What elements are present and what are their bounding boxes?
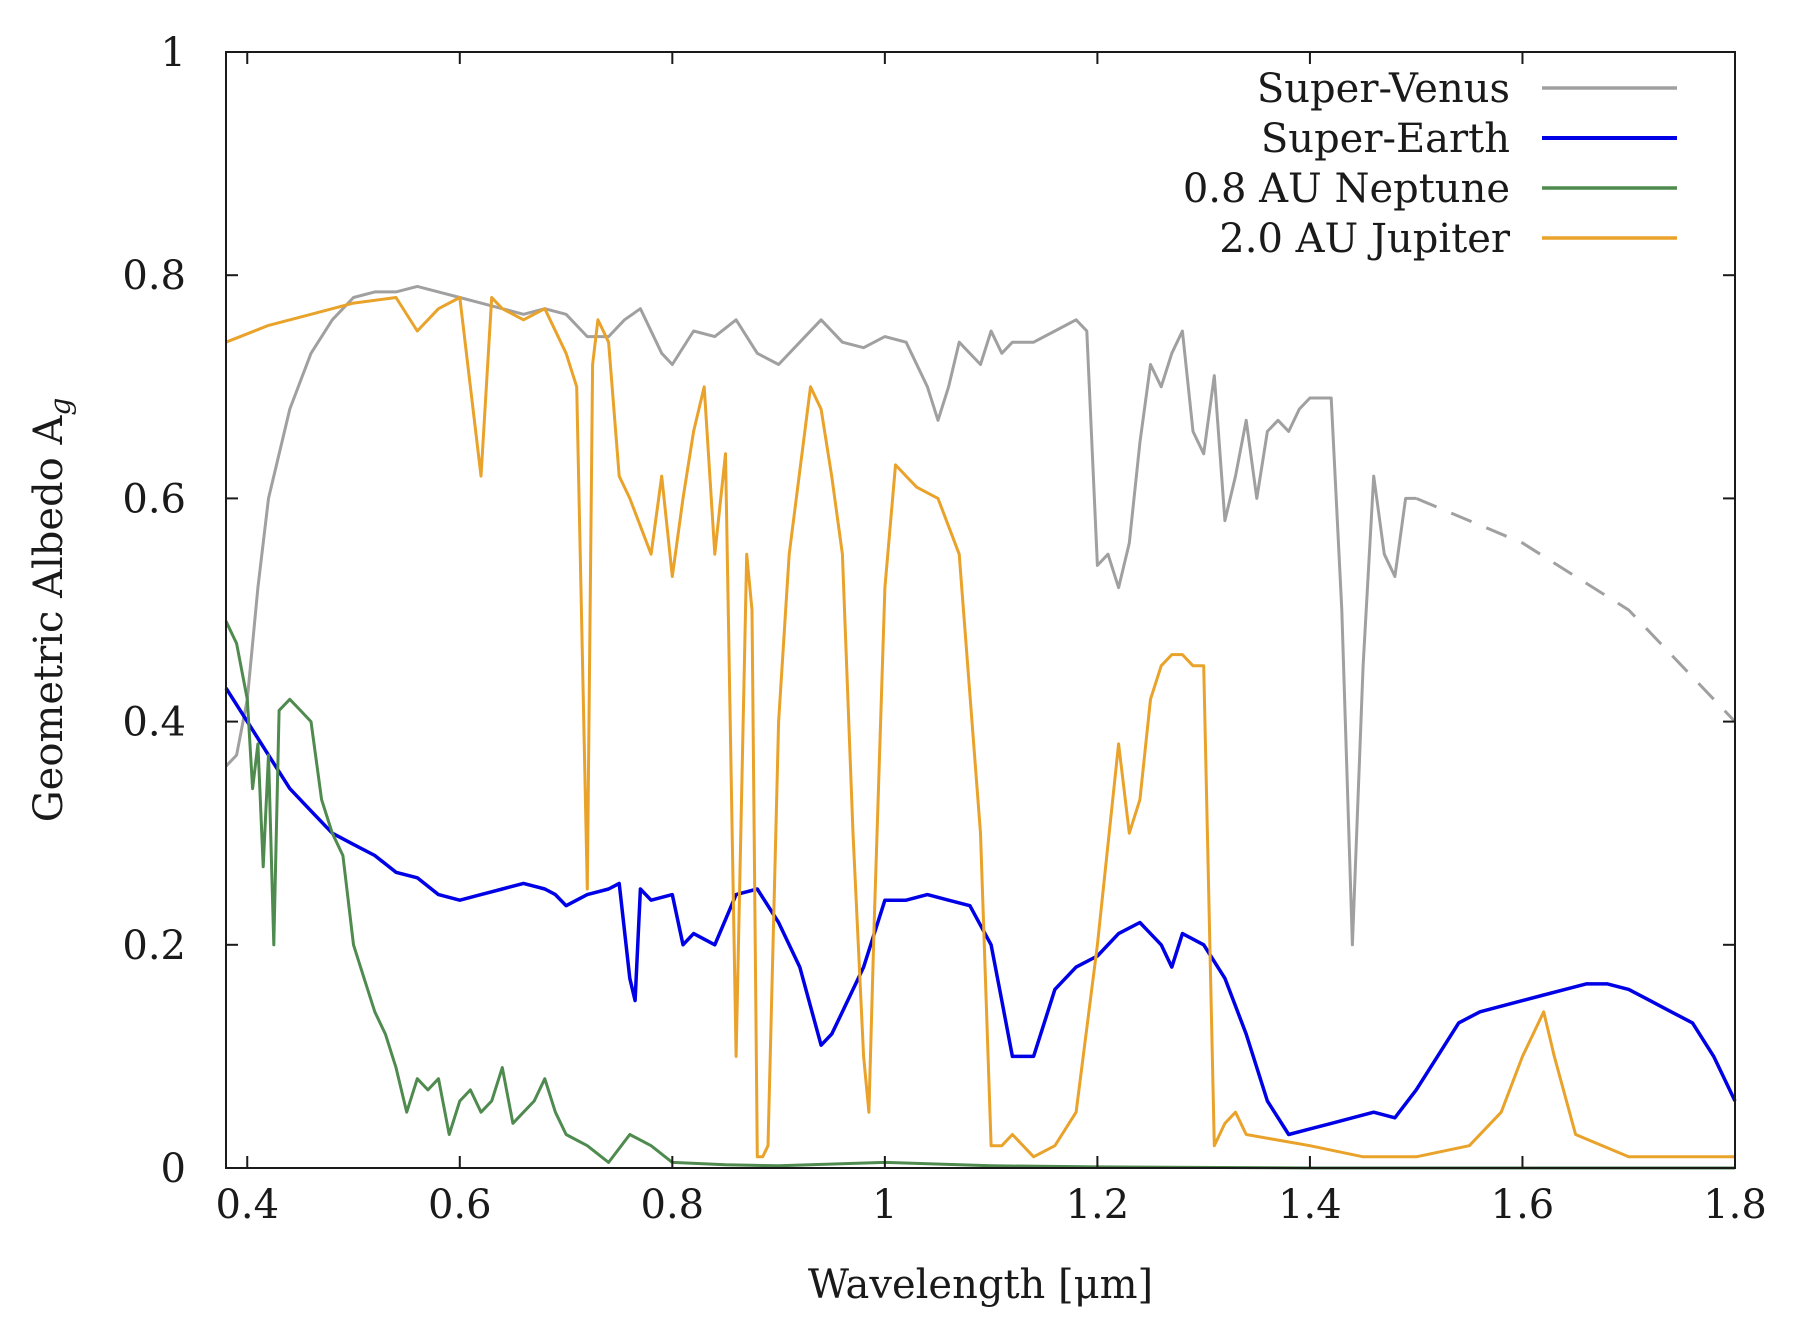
x-tick-label: 0.4 bbox=[215, 1182, 279, 1228]
y-tick-label: 0.6 bbox=[122, 476, 186, 522]
plot-frame bbox=[225, 51, 1736, 1169]
y-axis-label: Geometric Albedo Ag bbox=[26, 398, 77, 823]
x-tick-label: 0.6 bbox=[428, 1182, 492, 1228]
y-tick-label: 0 bbox=[161, 1146, 186, 1192]
y-axis-label-subscript: g bbox=[44, 398, 77, 416]
y-axis-label-text: Geometric Albedo A bbox=[26, 415, 72, 823]
x-tick-label: 1.6 bbox=[1491, 1182, 1555, 1228]
legend-label: Super-Venus bbox=[1257, 66, 1510, 112]
series-line-2-0-au-jupiter bbox=[225, 296, 1735, 1159]
y-tick-label: 0.4 bbox=[122, 700, 186, 746]
ticks-layer: 0.4 0.6 0.8 1 1.2 1.4 1.6 1.8 0 0.2 0.4 0.6 0.8 1 bbox=[122, 30, 1766, 1228]
x-tick-label: 1.2 bbox=[1066, 1182, 1130, 1228]
y-tick-label: 0.8 bbox=[122, 253, 186, 299]
x-tick-label: 0.8 bbox=[641, 1182, 705, 1228]
series-layer bbox=[224, 284, 1737, 1170]
x-tick-label: 1.4 bbox=[1278, 1182, 1342, 1228]
x-tick-label: 1.8 bbox=[1703, 1182, 1767, 1228]
series-line-super-earth bbox=[224, 687, 1737, 1137]
series-line-super-venus-extrapolation bbox=[1415, 497, 1737, 723]
legend-label: 2.0 AU Jupiter bbox=[1219, 216, 1511, 262]
legend-label: 0.8 AU Neptune bbox=[1183, 166, 1510, 212]
x-tick-label: 1 bbox=[872, 1182, 897, 1228]
x-axis-label: Wavelength [μm] bbox=[808, 1262, 1153, 1308]
y-tick-label: 1 bbox=[161, 30, 186, 76]
y-tick-label: 0.2 bbox=[122, 923, 186, 969]
legend-label: Super-Earth bbox=[1261, 116, 1510, 162]
